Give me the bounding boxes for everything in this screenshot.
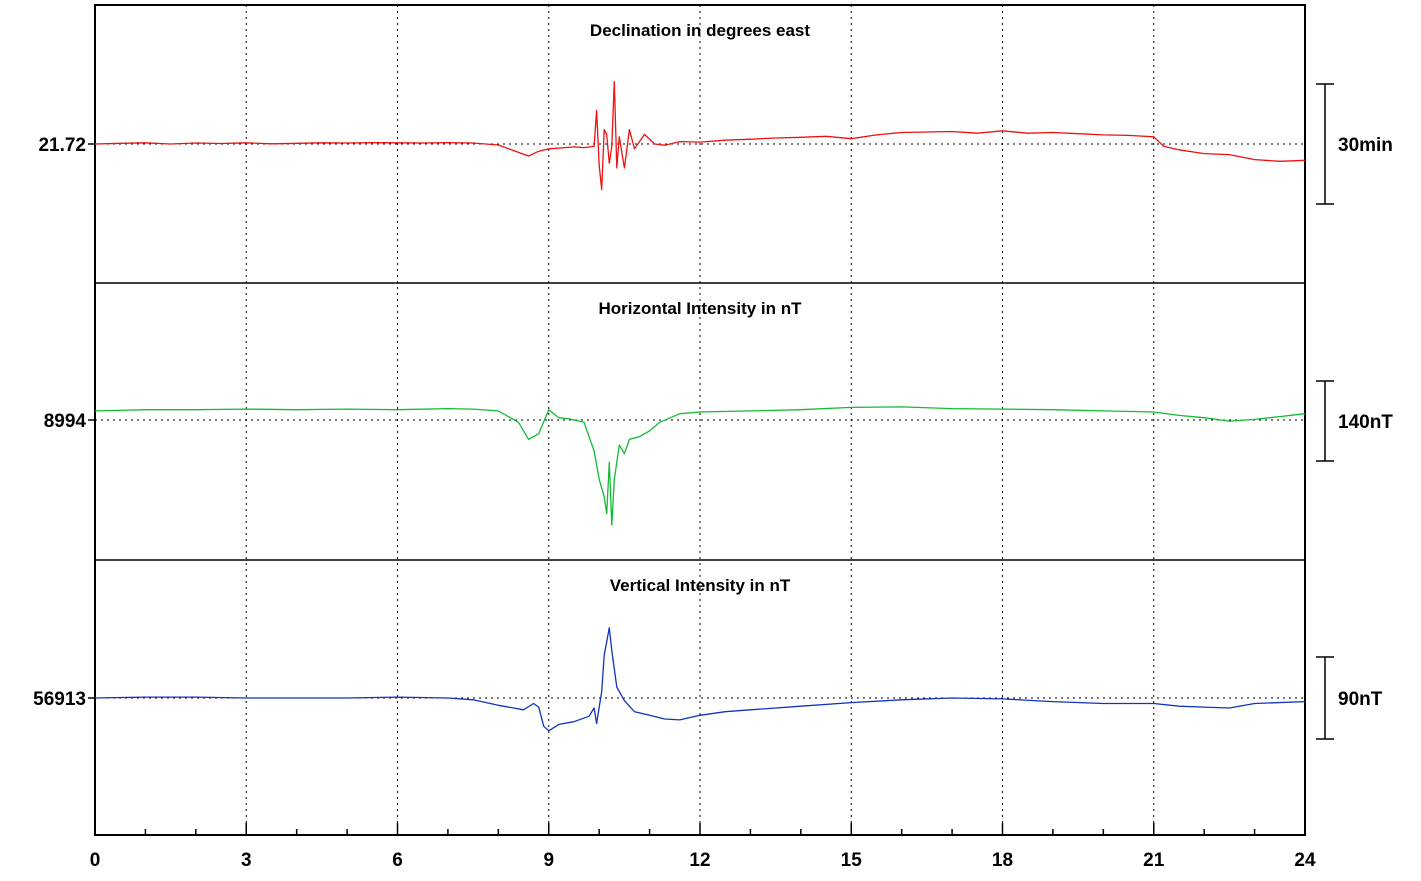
series-line [94,80,1306,191]
x-axis: 0 3 6 9 12 15 18 21 24 [90,823,1316,871]
panels: Declination in degrees east 21.72 30min Hor… [33,21,1393,740]
panel-1: Declination in degrees east 21.72 30min [38,21,1393,205]
panel-title: Vertical Intensity in nT [610,576,791,595]
panel-2: Horizontal Intensity in nT 8994 140nT [44,299,1393,526]
series-line [94,406,1306,526]
x-tick-label-15: 15 [841,850,863,871]
x-tick-label-9: 9 [543,850,554,871]
x-tick-label-18: 18 [992,850,1013,871]
baseline-label: 56913 [33,689,86,710]
panel-title: Horizontal Intensity in nT [598,299,802,318]
scale-label: 90nT [1338,689,1383,710]
x-tick-label-24: 24 [1294,850,1316,871]
scale-label: 140nT [1338,412,1393,433]
baseline-label: 8994 [44,411,87,432]
baseline-label: 21.72 [38,135,86,156]
grid-lines [245,5,1155,835]
series-line [94,627,1306,732]
scale-label: 30min [1338,135,1393,156]
x-tick-label-0: 0 [90,850,101,871]
x-tick-label-6: 6 [392,850,403,871]
x-tick-label-12: 12 [689,850,710,871]
panel-3: Vertical Intensity in nT 56913 90nT [33,576,1383,740]
x-tick-label-21: 21 [1143,850,1165,871]
x-tick-label-3: 3 [241,850,252,871]
panel-title: Declination in degrees east [590,21,810,40]
